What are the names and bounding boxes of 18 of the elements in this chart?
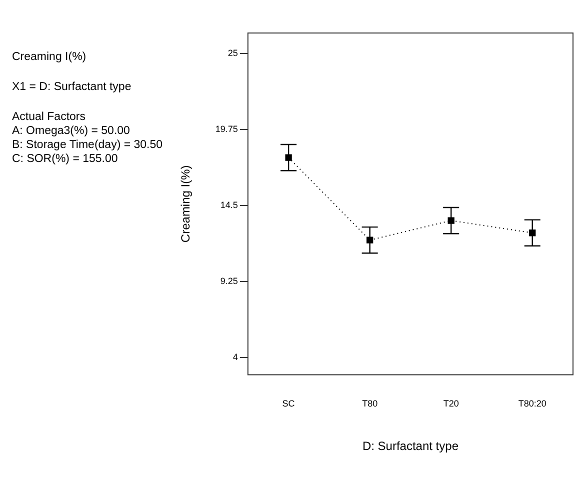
text: Creaming I(%) — [12, 50, 88, 64]
x-axis-title: D: Surfactant type — [362, 439, 459, 454]
y-tick-label: 25 — [228, 48, 238, 58]
text: X1 = D: Surfactant type — [12, 80, 132, 94]
y-tick-label: 14.5 — [220, 200, 238, 210]
text: C: SOR(%) = 155.00 — [12, 152, 119, 166]
y-axis-title: Creaming I(%) — [178, 165, 193, 243]
text: B: Storage Time(day) = 30.50 — [12, 138, 163, 152]
y-tick-label: 4 — [232, 352, 238, 362]
y-tick-label: 9.25 — [220, 276, 238, 286]
x-tick-label: T80:20 — [518, 398, 546, 409]
text: A: Omega3(%) = 50.00 — [12, 124, 131, 138]
x-tick-label: T80 — [362, 398, 378, 409]
text: Actual Factors — [12, 110, 86, 124]
y-tick-label: 19.75 — [215, 124, 238, 134]
point — [285, 154, 292, 161]
x-tick-label: T20 — [443, 398, 459, 409]
x-tick-label: SC — [282, 398, 296, 409]
